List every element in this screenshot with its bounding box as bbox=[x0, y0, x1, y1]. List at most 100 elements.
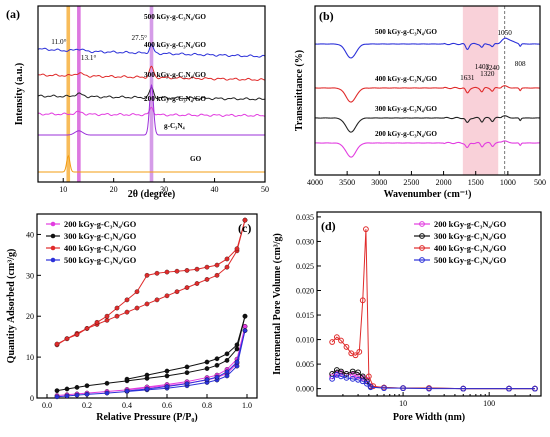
bet-adsorption-point-3-11 bbox=[224, 373, 230, 379]
pore-point-2-7 bbox=[359, 297, 366, 304]
bet-adsorption-point-3-0 bbox=[54, 394, 60, 400]
bet-adsorption-point-1-11 bbox=[224, 358, 230, 363]
bet-adsorption-point-1-12 bbox=[234, 346, 240, 352]
panel-c-ylabel: Quantity Adsorbed (cm³/g) bbox=[6, 249, 17, 364]
panel-a-xtick-label-2: 30 bbox=[160, 185, 168, 194]
panel-d-legend-marker-1 bbox=[419, 233, 425, 239]
bet-adsorption-point-3-12 bbox=[234, 363, 240, 369]
panel-b-xtick-label-2: 3000 bbox=[371, 178, 387, 187]
pore-point-3-11 bbox=[426, 385, 432, 392]
panel-c-xtick-label-3: 0.6 bbox=[162, 401, 172, 410]
xrd-band-1 bbox=[77, 6, 81, 182]
pore-point-2-6 bbox=[356, 348, 363, 355]
panel-b-xtick-label-1: 3500 bbox=[339, 178, 355, 187]
bet-desorption-point-2-7 bbox=[174, 268, 180, 274]
panel-d-legend-label-1: 300 kGy-g-C₃N₄/GO bbox=[434, 232, 507, 241]
bet-desorption-point-1-3 bbox=[214, 356, 220, 362]
bet-adsorption-point-3-1 bbox=[64, 393, 70, 399]
pore-point-2-10 bbox=[370, 383, 377, 390]
pore-line-3 bbox=[331, 374, 535, 390]
panel-a-series-label-2: 300 kGy-g-C₃N₄/GO bbox=[144, 71, 206, 79]
bet-desorption-point-2-8 bbox=[164, 269, 170, 275]
bet-desorption-point-1-8 bbox=[124, 376, 130, 382]
panel-a-ylabel: Intensity (a.u.) bbox=[14, 63, 25, 126]
panel-d-legend-marker-3 bbox=[419, 257, 425, 263]
bet-desorption-point-3-8 bbox=[124, 388, 130, 394]
panel-d-ytick-label-0: 0.000 bbox=[296, 385, 314, 394]
pore-point-3-12 bbox=[460, 385, 467, 392]
panel-a-xtick-label-1: 20 bbox=[110, 185, 118, 194]
bet-adsorption-point-2-5 bbox=[104, 317, 110, 323]
panel-d-ytick-label-5: 0.025 bbox=[296, 262, 314, 271]
xrd-series-1 bbox=[37, 65, 266, 81]
bet-desorption-point-2-1 bbox=[234, 246, 240, 252]
bet-desorption-point-2-14 bbox=[104, 313, 110, 319]
panel-c-xtick-label-1: 0.2 bbox=[82, 401, 92, 410]
bet-adsorption-point-1-9 bbox=[204, 366, 210, 371]
pore-point-2-8 bbox=[363, 226, 369, 233]
panel-c-legend-label-2: 400 kGy-g-C₃N₄/GO bbox=[64, 244, 137, 253]
xrd-band-0 bbox=[66, 6, 71, 182]
bet-adsorption-point-1-2 bbox=[74, 385, 80, 390]
panel-c-ytick-label-1: 10 bbox=[26, 353, 34, 362]
panel-b-annot-5: 808 bbox=[515, 60, 526, 68]
pore-point-1-3 bbox=[343, 371, 350, 377]
panel-b-series-label-2: 300 kGy-g-C₃N₄/GO bbox=[375, 105, 437, 113]
panel-b-xtick-label-0: 4000 bbox=[307, 178, 323, 187]
pore-point-3-6 bbox=[359, 378, 366, 385]
bet-adsorption-point-2-11 bbox=[164, 293, 170, 299]
panel-a-xlabel: 2θ (degree) bbox=[128, 189, 176, 200]
xrd-series-5 bbox=[38, 154, 265, 173]
panel-c-xtick-label-2: 0.4 bbox=[122, 401, 132, 410]
bet-adsorption-point-3-3 bbox=[84, 391, 90, 397]
xrd-series-0 bbox=[37, 43, 266, 58]
panel-b-annot-4: 1050 bbox=[497, 29, 512, 37]
panel-d-ytick-label-2: 0.010 bbox=[296, 336, 314, 345]
pore-point-3-3 bbox=[343, 374, 350, 381]
bet-desorption-point-2-18 bbox=[64, 336, 70, 342]
bet-desorption-point-1-0 bbox=[242, 313, 248, 319]
bet-desorption-point-1-4 bbox=[204, 359, 210, 365]
panel-c-ytick-label-4: 40 bbox=[26, 230, 34, 239]
pore-point-3-10 bbox=[400, 385, 406, 392]
panel-d-legend-label-2: 400 kGy-g-C₃N₄/GO bbox=[434, 244, 507, 253]
panel-c-label: (c) bbox=[238, 221, 251, 235]
pore-point-2-9 bbox=[365, 373, 372, 380]
panel-d-ytick-label-3: 0.015 bbox=[296, 311, 314, 320]
panel-c-xtick-label-5: 1.0 bbox=[242, 401, 252, 410]
panel-b-ylabel: Transmittance (%) bbox=[294, 50, 305, 131]
bet-desorption-point-2-10 bbox=[144, 272, 150, 278]
panel-a-series-label-4: g-C₃N₄ bbox=[164, 122, 186, 130]
pore-point-3-8 bbox=[367, 384, 374, 391]
panel-c-legend-marker-0 bbox=[50, 221, 56, 227]
bet-desorption-point-2-11 bbox=[134, 289, 140, 295]
panel-d-xtick-label-0: 10 bbox=[399, 399, 407, 408]
pore-point-3-2 bbox=[338, 373, 344, 380]
bet-desorption-point-1-6 bbox=[164, 368, 170, 374]
pore-point-2-1 bbox=[333, 334, 340, 341]
pore-point-3-0 bbox=[329, 375, 336, 382]
bet-desorption-point-2-9 bbox=[154, 270, 160, 276]
panel-d-xtick-label-1: 100 bbox=[483, 399, 495, 408]
bet-adsorption-point-3-2 bbox=[74, 392, 80, 398]
panel-b-xtick-label-3: 2500 bbox=[403, 178, 419, 187]
panel-c-xlabel: Relative Pressure (P/P₀) bbox=[96, 412, 197, 423]
panel-d-frame bbox=[316, 211, 542, 397]
panel-b-xtick-label-5: 1500 bbox=[468, 178, 484, 187]
panel-b-frame bbox=[314, 5, 541, 176]
panel-c-xtick-label-4: 0.8 bbox=[202, 401, 212, 410]
bet-adsorption-point-2-12 bbox=[174, 289, 180, 295]
bet-adsorption-point-1-8 bbox=[184, 370, 190, 375]
bet-desorption-point-3-7 bbox=[144, 386, 150, 392]
panel-d-ytick-label-7: 0.035 bbox=[296, 213, 314, 222]
panel-d: 10 100 0.000 0.005 0.010 0.015 0.020 0.025 0.030… bbox=[272, 211, 542, 423]
ftir-series-1 bbox=[314, 85, 540, 103]
panel-c-legend-marker-3 bbox=[50, 257, 56, 263]
bet-adsorption-point-1-1 bbox=[64, 386, 70, 392]
ftir-series-2 bbox=[315, 115, 540, 133]
ftir-series-3 bbox=[314, 140, 540, 158]
bet-desorption-point-2-4 bbox=[204, 264, 210, 270]
pore-point-3-4 bbox=[349, 375, 356, 382]
panel-d-ytick-label-1: 0.005 bbox=[296, 360, 314, 369]
